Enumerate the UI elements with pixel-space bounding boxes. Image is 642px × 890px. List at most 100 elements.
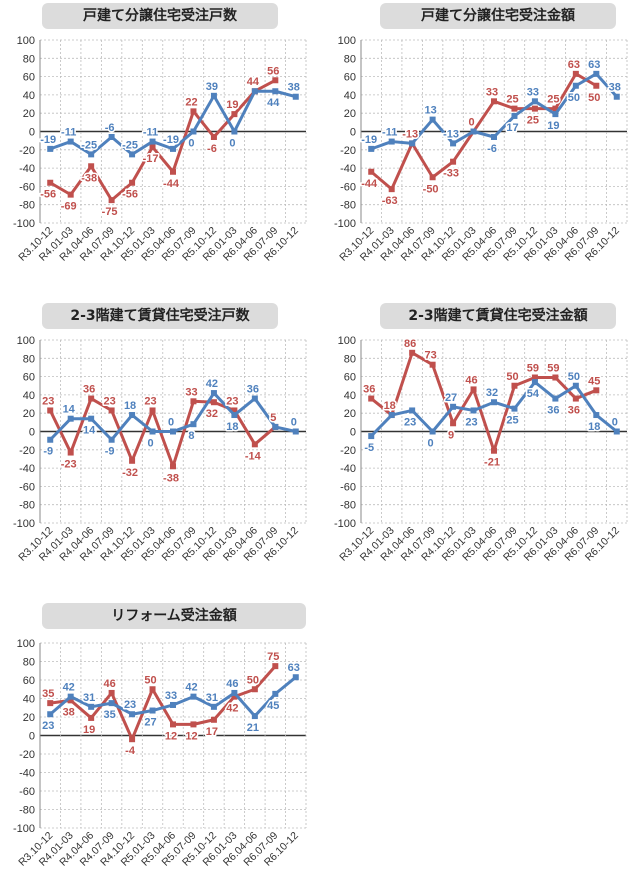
data-point (491, 399, 497, 406)
data-label-halo: 42 (63, 682, 75, 694)
data-label-halo: -6 (487, 143, 497, 155)
data-label-halo: -63 (382, 195, 398, 207)
data-label-halo: -17 (143, 153, 159, 165)
y-tick-label: 40 (344, 390, 356, 402)
data-point (170, 463, 176, 470)
data-point (210, 390, 217, 397)
data-label: 50 (568, 371, 580, 383)
data-point (272, 690, 279, 697)
data-point (388, 412, 395, 419)
data-point (552, 395, 559, 402)
data-label: 18 (588, 421, 600, 433)
data-point (149, 686, 156, 693)
data-point (190, 721, 197, 728)
data-label-halo: 27 (445, 392, 457, 404)
data-label: 36 (363, 384, 375, 396)
data-label-halo: 25 (506, 415, 518, 427)
data-label-halo: -38 (163, 472, 179, 484)
data-point (47, 145, 54, 152)
data-label-halo: -69 (61, 201, 77, 213)
data-point (170, 168, 176, 175)
data-label-halo: 14 (63, 404, 76, 416)
data-point (149, 428, 156, 435)
data-label-halo: 23 (124, 699, 136, 711)
data-label: -38 (163, 472, 179, 484)
data-label-halo: 54 (527, 388, 540, 400)
data-point (129, 151, 136, 158)
data-label-halo: 18 (226, 421, 238, 433)
y-tick-label: -100 (13, 823, 35, 835)
data-label-halo: 9 (448, 429, 454, 441)
data-label: -25 (122, 139, 138, 151)
data-label-halo: -9 (105, 446, 115, 458)
data-point (88, 163, 95, 170)
data-label: 35 (42, 688, 54, 700)
data-point (572, 82, 579, 89)
data-label-halo: 39 (206, 81, 218, 93)
y-tick-label: 40 (23, 390, 35, 402)
data-label: 25 (547, 94, 559, 106)
y-tick-label: -80 (19, 805, 35, 817)
data-point (210, 703, 217, 710)
y-tick-label: 0 (29, 731, 35, 743)
data-point (47, 436, 54, 443)
data-label-halo: -6 (207, 143, 217, 155)
data-label-halo: 50 (588, 92, 600, 104)
data-label: 50 (506, 371, 518, 383)
data-label-halo: 38 (609, 82, 621, 94)
data-label: -44 (163, 178, 180, 190)
data-point (531, 98, 538, 105)
data-point (108, 133, 115, 140)
line-chart-1: 100806040200-20-40-60-80-100R3.10-12R4.0… (13, 35, 307, 264)
data-label: -11 (382, 127, 397, 139)
data-point (429, 361, 436, 368)
data-point (67, 138, 74, 145)
y-tick-label: -100 (334, 218, 356, 230)
chart-title: 2-3階建て賃貸住宅受注戸数 (42, 303, 278, 329)
data-label: 25 (506, 94, 518, 106)
line-chart-2: 100806040200-20-40-60-80-100R3.10-12R4.0… (334, 35, 628, 264)
data-point (88, 415, 95, 422)
data-point (108, 407, 115, 414)
data-label-halo: 86 (404, 338, 416, 350)
data-label: 21 (247, 722, 259, 734)
data-label-halo: 50 (568, 371, 580, 383)
data-label-halo: 5 (270, 412, 276, 424)
data-label-halo: 45 (588, 375, 600, 387)
data-label: 14 (63, 404, 76, 416)
data-label: -19 (40, 134, 56, 146)
data-label-halo: 44 (247, 76, 260, 88)
data-label: -11 (143, 127, 158, 139)
data-label-halo: 21 (247, 722, 259, 734)
data-label: -19 (361, 134, 377, 146)
data-label: 0 (468, 117, 474, 129)
data-point (251, 88, 258, 95)
data-point (67, 415, 74, 422)
line-chart-3: 100806040200-20-40-60-80-100R3.10-12R4.0… (13, 335, 307, 564)
data-label-halo: 46 (465, 374, 477, 386)
y-tick-label: -60 (19, 481, 35, 493)
data-label-halo: 18 (124, 400, 136, 412)
data-label: 59 (547, 363, 559, 375)
data-point (429, 116, 436, 123)
data-label: 0 (468, 117, 474, 129)
y-tick-label: -20 (340, 145, 356, 157)
y-tick-label: 0 (350, 427, 356, 439)
data-point (531, 105, 538, 112)
data-point (170, 721, 176, 728)
data-label: 46 (103, 678, 115, 690)
data-label: 33 (527, 86, 539, 98)
data-label: 0 (147, 438, 153, 450)
data-label-halo: 23 (42, 395, 54, 407)
red-series-line (48, 397, 277, 468)
data-label-halo: -14 (245, 450, 262, 462)
data-point (593, 70, 600, 77)
data-label-halo: -21 (484, 457, 500, 469)
data-point (292, 93, 299, 100)
data-label-halo: 5 (270, 412, 276, 424)
data-label: -33 (443, 168, 459, 180)
data-label: 42 (63, 682, 75, 694)
y-tick-label: -40 (340, 463, 356, 475)
data-label: 31 (206, 692, 218, 704)
data-label: 0 (291, 417, 297, 429)
